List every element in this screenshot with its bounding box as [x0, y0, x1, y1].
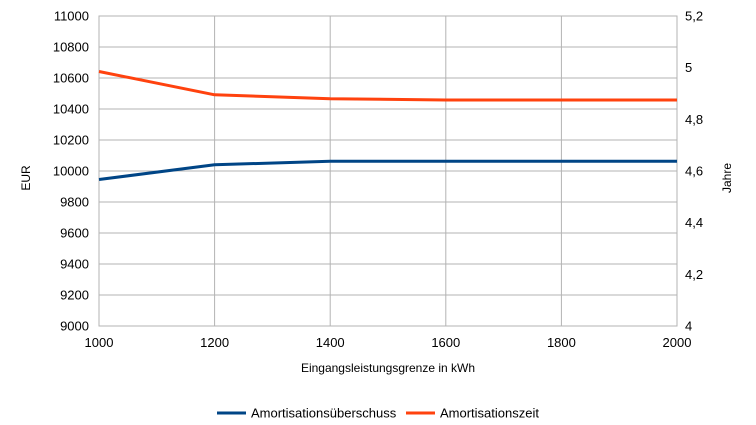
- y-tick-label: 11000: [54, 9, 89, 24]
- y-tick-label: 9600: [60, 226, 89, 241]
- series-line-2: [98, 70, 677, 102]
- y2-axis-title: Jahre: [720, 163, 734, 193]
- grid-lines: [98, 15, 678, 327]
- y2-tick-label: 5,2: [685, 9, 703, 24]
- series-layer: [98, 70, 677, 181]
- y2-tick-label: 4,2: [685, 267, 703, 282]
- x-axis-tick-labels: 1000 1200 1400 1600 1800 2000: [85, 335, 692, 350]
- y-tick-label: 9000: [60, 319, 89, 334]
- y-tick-label: 9800: [60, 195, 89, 210]
- y-tick-label: 10400: [53, 102, 89, 117]
- x-tick-label: 1000: [85, 335, 114, 350]
- y-tick-label: 9400: [60, 257, 89, 272]
- x-tick-label: 1400: [316, 335, 345, 350]
- y2-tick-label: 5: [685, 60, 692, 75]
- x-axis-title: Eingangsleistungsgrenze in kWh: [301, 361, 475, 375]
- series-line-1: [98, 159, 677, 181]
- x-tick-label: 2000: [663, 335, 692, 350]
- y-tick-label: 10800: [53, 40, 89, 55]
- y2-tick-label: 4,6: [685, 164, 703, 179]
- x-tick-label: 1200: [200, 335, 229, 350]
- legend-label: Amortisationszeit: [440, 406, 539, 421]
- y-tick-label: 9200: [60, 288, 89, 303]
- y2-axis-tick-labels: 4 4,2 4,4 4,6 4,8 5 5,2: [685, 9, 703, 334]
- plot-area-border: [98, 15, 678, 327]
- y2-tick-label: 4,4: [685, 215, 703, 230]
- x-tick-label: 1600: [431, 335, 460, 350]
- y-tick-label: 10600: [53, 71, 89, 86]
- y2-tick-label: 4,8: [685, 112, 703, 127]
- y-axis-title: EUR: [19, 165, 33, 191]
- y2-tick-label: 4: [685, 319, 692, 334]
- legend-label: Amortisationsüberschuss: [251, 406, 397, 421]
- y-axis-tick-labels: 9000 9200 9400 9600 9800 10000 10200 10400 10600…: [53, 9, 89, 334]
- x-tick-label: 1800: [547, 335, 576, 350]
- y-tick-label: 10000: [53, 164, 89, 179]
- y-tick-label: 10200: [53, 133, 89, 148]
- legend: Amortisationsüberschuss Amortisationszeit: [217, 406, 539, 421]
